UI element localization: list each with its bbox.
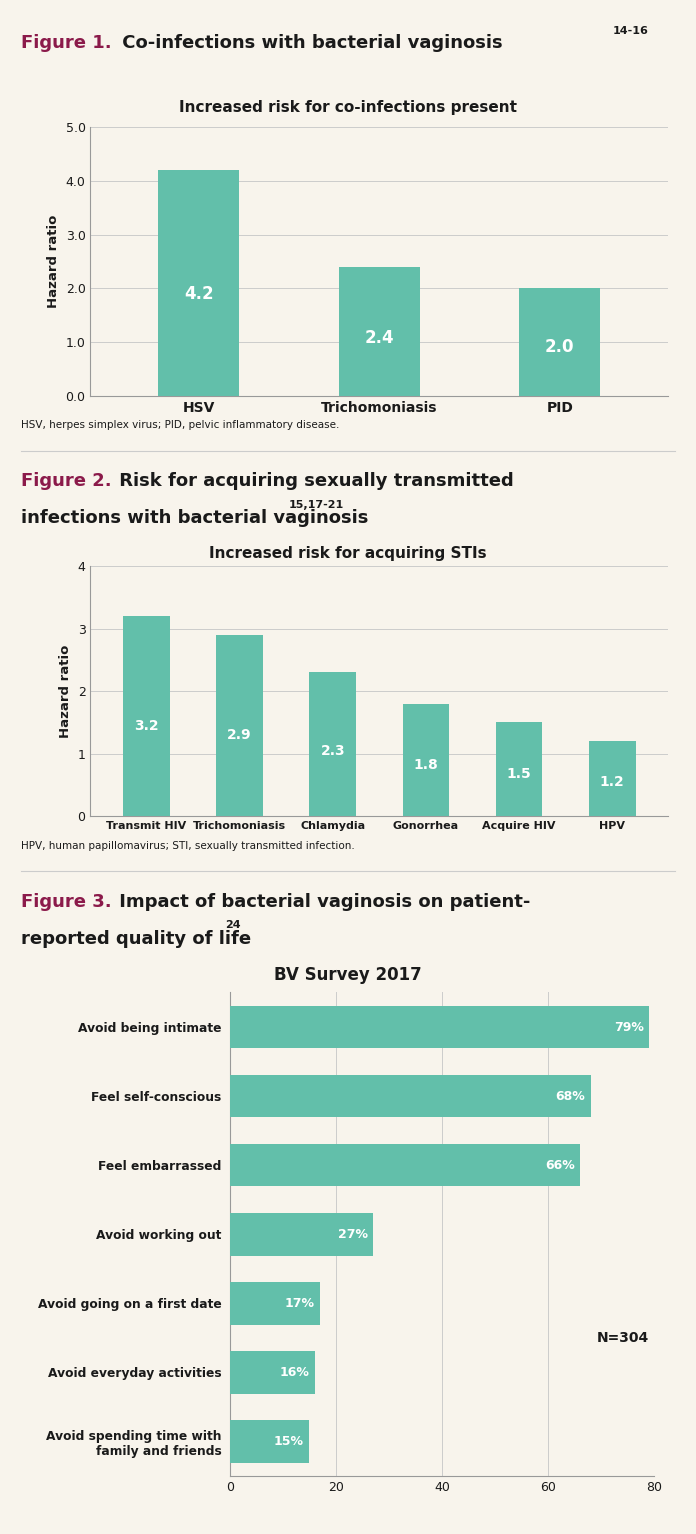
- Text: BV Survey 2017: BV Survey 2017: [274, 966, 422, 985]
- Text: Figure 3.: Figure 3.: [21, 893, 111, 911]
- Text: 16%: 16%: [279, 1365, 309, 1379]
- Text: 1.5: 1.5: [507, 767, 532, 781]
- Bar: [230, 1144, 580, 1186]
- Bar: [402, 704, 449, 816]
- Text: 1.8: 1.8: [413, 758, 438, 773]
- Text: 2.9: 2.9: [228, 727, 252, 741]
- Text: 66%: 66%: [545, 1158, 575, 1172]
- Bar: [158, 170, 239, 396]
- Y-axis label: Hazard ratio: Hazard ratio: [47, 215, 60, 308]
- Text: 79%: 79%: [614, 1020, 644, 1034]
- Bar: [216, 635, 263, 816]
- Bar: [230, 1006, 649, 1048]
- Text: 2.0: 2.0: [545, 339, 575, 356]
- Bar: [339, 267, 420, 396]
- Bar: [519, 288, 601, 396]
- Bar: [589, 741, 635, 816]
- Text: 2.3: 2.3: [320, 744, 345, 758]
- Bar: [230, 1420, 309, 1462]
- Text: Increased risk for acquiring STIs: Increased risk for acquiring STIs: [209, 546, 487, 561]
- Bar: [230, 1213, 373, 1255]
- Text: 15%: 15%: [274, 1434, 304, 1448]
- Text: Figure 1.: Figure 1.: [21, 34, 111, 52]
- Text: 15,17-21: 15,17-21: [289, 500, 344, 511]
- Text: Impact of bacterial vaginosis on patient-: Impact of bacterial vaginosis on patient…: [113, 893, 531, 911]
- Bar: [310, 672, 356, 816]
- Bar: [230, 1282, 320, 1324]
- Y-axis label: Hazard ratio: Hazard ratio: [59, 644, 72, 738]
- Text: Increased risk for co-infections present: Increased risk for co-infections present: [179, 100, 517, 115]
- Text: N=304: N=304: [596, 1330, 649, 1345]
- Text: infections with bacterial vaginosis: infections with bacterial vaginosis: [21, 509, 368, 528]
- Bar: [496, 723, 542, 816]
- Text: 68%: 68%: [555, 1089, 585, 1103]
- Text: Co-infections with bacterial vaginosis: Co-infections with bacterial vaginosis: [116, 34, 502, 52]
- Text: 24: 24: [225, 920, 240, 931]
- Text: Risk for acquiring sexually transmitted: Risk for acquiring sexually transmitted: [113, 472, 514, 491]
- Text: 27%: 27%: [338, 1227, 367, 1241]
- Text: Figure 2.: Figure 2.: [21, 472, 111, 491]
- Text: HSV, herpes simplex virus; PID, pelvic inflammatory disease.: HSV, herpes simplex virus; PID, pelvic i…: [21, 420, 339, 431]
- Text: HPV, human papillomavirus; STI, sexually transmitted infection.: HPV, human papillomavirus; STI, sexually…: [21, 841, 355, 851]
- Text: reported quality of life: reported quality of life: [21, 930, 251, 948]
- Bar: [230, 1351, 315, 1393]
- Text: 17%: 17%: [285, 1296, 315, 1310]
- Text: 14-16: 14-16: [612, 26, 649, 37]
- Text: 4.2: 4.2: [184, 285, 214, 304]
- Bar: [123, 617, 170, 816]
- Text: 1.2: 1.2: [600, 775, 624, 790]
- Bar: [230, 1075, 590, 1117]
- Text: 2.4: 2.4: [365, 328, 394, 347]
- Text: 3.2: 3.2: [134, 719, 159, 733]
